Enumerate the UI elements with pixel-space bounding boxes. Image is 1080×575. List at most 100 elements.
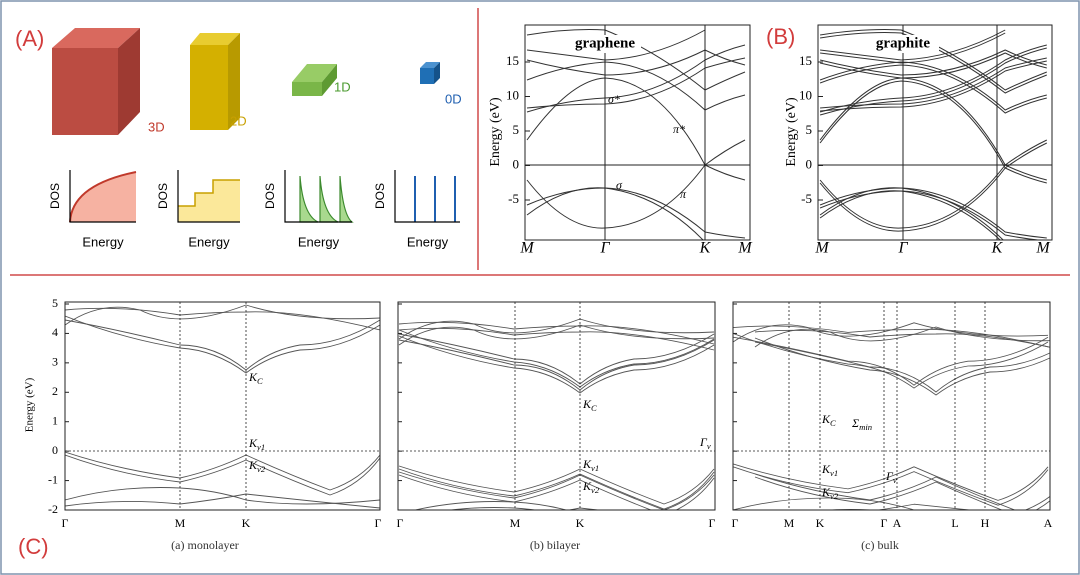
system-label: 2D — [230, 113, 247, 128]
dos-x-label: Energy — [298, 234, 340, 249]
annotation: Kv1 — [582, 457, 599, 473]
annotation: Kv2 — [582, 479, 600, 495]
annotation-text: K — [821, 485, 831, 499]
plot-caption: (b) bilayer — [530, 538, 580, 552]
dos-1d — [284, 170, 354, 223]
y-tick-label: 0 — [513, 156, 520, 171]
y-tick-label: 1 — [52, 413, 58, 427]
y-tick-label: 3 — [52, 355, 58, 369]
plot-frame — [524, 24, 751, 241]
annotation-sub: v2 — [830, 491, 839, 501]
panel-label: (A) — [15, 26, 44, 51]
y-tick-label: -5 — [508, 191, 519, 206]
plot-title: graphene — [575, 35, 635, 51]
band-lines — [819, 29, 1048, 240]
annotation: Γv — [699, 435, 711, 451]
x-tick-label: H — [981, 516, 990, 530]
y-tick-label: 15 — [799, 53, 812, 68]
annotation: KC — [821, 412, 836, 428]
annotation-text: σ* — [608, 92, 620, 106]
dos-y-label: DOS — [48, 183, 62, 209]
annotation-sub: v — [893, 475, 897, 485]
y-tick-label: 10 — [799, 87, 812, 102]
dot-0d — [420, 62, 440, 84]
panel-label: (C) — [18, 534, 49, 559]
annotation-sub: v1 — [257, 442, 265, 452]
annotation-text: Γ — [885, 469, 894, 483]
x-tick-label: K — [816, 516, 825, 530]
y-tick-label: 0 — [52, 443, 58, 457]
annotation-text: K — [248, 370, 258, 384]
annotation: Kv1 — [821, 462, 838, 478]
x-tick-label: Γ — [599, 240, 610, 257]
y-tick-label: 15 — [506, 53, 519, 68]
x-tick-label: Γ — [881, 516, 888, 530]
dos-y-label: DOS — [373, 183, 387, 209]
y-tick-label: 5 — [806, 122, 813, 137]
annotation-text: K — [821, 462, 831, 476]
system-label: 1D — [334, 79, 351, 94]
plot-frame — [397, 301, 716, 511]
dos-0d — [394, 170, 460, 223]
annotation: σ — [616, 178, 623, 192]
annotation: π — [680, 187, 687, 201]
plot-frame — [732, 301, 1051, 511]
slab-2d — [190, 33, 240, 130]
x-tick-label: Γ — [709, 516, 716, 530]
title-backdrop — [867, 35, 939, 53]
k-point-line — [604, 25, 998, 240]
plot-frame — [817, 24, 1053, 241]
annotation: Σmin — [851, 416, 872, 432]
dos-x-label: Energy — [407, 234, 449, 249]
dos-y-label: DOS — [156, 183, 170, 209]
y-tick-label: 4 — [52, 325, 58, 339]
y-tick-label: -1 — [48, 472, 58, 486]
dos-y-label: DOS — [263, 183, 277, 209]
dos-x-label: Energy — [82, 234, 124, 249]
y-tick-label: -2 — [48, 502, 58, 516]
y-axis-label: Energy (eV) — [488, 97, 503, 167]
annotation-sub: v — [707, 441, 711, 451]
guide-line — [65, 302, 1050, 510]
annotation-sub: v2 — [591, 485, 600, 495]
x-tick-label: K — [576, 516, 585, 530]
plot-frame — [64, 301, 381, 511]
annotation: KC — [582, 397, 597, 413]
annotation-sub: min — [859, 422, 872, 432]
plot-caption: (c) bulk — [861, 538, 899, 552]
dos-x-label: Energy — [188, 234, 230, 249]
annotation-text: π — [680, 187, 687, 201]
y-tick-label: -5 — [801, 191, 812, 206]
x-tick-label: M — [784, 516, 795, 530]
x-tick-label: M — [737, 240, 753, 257]
x-tick-label: M — [510, 516, 521, 530]
annotation-text: σ — [616, 178, 623, 192]
band-lines — [398, 318, 715, 510]
title-backdrop — [569, 35, 641, 53]
wire-1d — [292, 64, 337, 96]
annotation: KC — [248, 370, 263, 386]
dos-3d — [69, 170, 137, 223]
band-lines — [526, 29, 746, 240]
x-tick-label: Γ — [732, 516, 739, 530]
annotation: Kv2 — [248, 458, 266, 474]
annotation-text: K — [821, 412, 831, 426]
annotation-text: Γ — [699, 435, 708, 449]
y-axis-label: Energy (eV) — [24, 377, 36, 432]
y-tick-label: 0 — [806, 156, 813, 171]
y-tick-label: 5 — [513, 122, 520, 137]
annotation: Γv — [885, 469, 897, 485]
cube-3d — [52, 28, 140, 135]
x-tick-label: M — [175, 516, 186, 530]
x-tick-label: Γ — [897, 240, 908, 257]
plot-caption: (a) monolayer — [171, 538, 239, 552]
y-tick-label: 2 — [52, 384, 58, 398]
annotation: Kv2 — [821, 485, 839, 501]
y-tick-label: 5 — [52, 296, 58, 310]
annotation-sub: v1 — [591, 463, 599, 473]
x-tick-label: Γ — [397, 516, 404, 530]
x-tick-label: M — [519, 240, 535, 257]
annotation-text: K — [582, 397, 592, 411]
annotation: π* — [673, 122, 685, 136]
band-lines — [65, 304, 380, 509]
